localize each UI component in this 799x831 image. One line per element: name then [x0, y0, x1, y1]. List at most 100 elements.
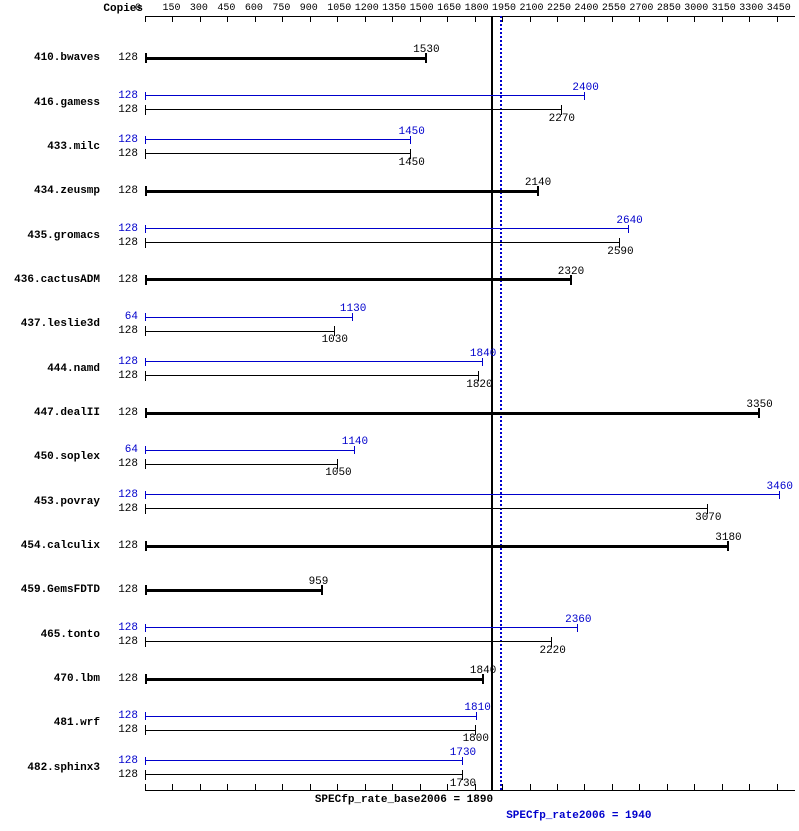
base-copies: 128: [118, 769, 138, 781]
base-value: 2140: [525, 177, 551, 189]
base-bar: [145, 774, 462, 775]
peak-value: 1730: [450, 747, 476, 759]
benchmark-name: 435.gromacs: [27, 230, 100, 242]
benchmark-name: 481.wrf: [54, 717, 100, 729]
x-tick-label: 2700: [629, 3, 653, 14]
base-copies: 128: [118, 185, 138, 197]
peak-bar: [145, 139, 410, 140]
peak-bar: [145, 317, 352, 318]
base-bar: [145, 464, 337, 465]
base-copies: 128: [118, 540, 138, 552]
peak-bar: [145, 450, 354, 451]
peak-value: 2360: [565, 614, 591, 626]
benchmark-name: 436.cactusADM: [14, 274, 100, 286]
x-tick-label: 3150: [712, 3, 736, 14]
peak-bar: [145, 494, 779, 495]
base-value: 1800: [463, 733, 489, 745]
peak-bar: [145, 361, 482, 362]
x-tick-label: 2100: [520, 3, 544, 14]
base-value: 2320: [558, 266, 584, 278]
base-copies: 128: [118, 407, 138, 419]
benchmark-name: 465.tonto: [41, 629, 100, 641]
base-value: 959: [309, 576, 329, 588]
x-tick-label: 900: [300, 3, 318, 14]
peak-value: 1140: [342, 436, 368, 448]
base-copies: 128: [118, 724, 138, 736]
peak-value: 2400: [572, 82, 598, 94]
x-tick-label: 750: [272, 3, 290, 14]
peak-bar: [145, 228, 628, 229]
benchmark-name: 410.bwaves: [34, 52, 100, 64]
base-bar: [145, 331, 334, 332]
peak-value: 1810: [464, 702, 490, 714]
base-bar: [145, 278, 570, 281]
x-tick-label: 150: [162, 3, 180, 14]
peak-copies: 64: [125, 311, 138, 323]
reference-label: SPECfp_rate_base2006 = 1890: [315, 794, 493, 806]
x-tick-label: 600: [245, 3, 263, 14]
x-tick-label: 300: [190, 3, 208, 14]
base-bar: [145, 508, 707, 509]
benchmark-name: 434.zeusmp: [34, 185, 100, 197]
peak-value: 2640: [616, 215, 642, 227]
peak-copies: 128: [118, 356, 138, 368]
base-value: 3180: [715, 532, 741, 544]
base-value: 3350: [746, 399, 772, 411]
base-bar: [145, 375, 478, 376]
peak-copies: 64: [125, 444, 138, 456]
benchmark-name: 470.lbm: [54, 673, 100, 685]
x-tick-label: 2250: [547, 3, 571, 14]
spec-chart: 0150300450600750900105012001350150016501…: [0, 0, 799, 831]
base-bar: [145, 190, 537, 193]
base-bar: [145, 589, 321, 592]
peak-copies: 128: [118, 622, 138, 634]
reference-label: SPECfp_rate2006 = 1940: [506, 810, 651, 822]
x-tick-label: 1200: [355, 3, 379, 14]
benchmark-name: 450.soplex: [34, 451, 100, 463]
x-tick-label: 1950: [492, 3, 516, 14]
base-value: 1730: [450, 778, 476, 790]
benchmark-name: 416.gamess: [34, 97, 100, 109]
base-copies: 128: [118, 274, 138, 286]
base-bar: [145, 109, 561, 110]
benchmark-name: 482.sphinx3: [27, 762, 100, 774]
base-copies: 128: [118, 52, 138, 64]
peak-bar: [145, 716, 476, 717]
x-tick-label: 3000: [684, 3, 708, 14]
x-tick-label: 3300: [739, 3, 763, 14]
peak-value: 1130: [340, 303, 366, 315]
peak-value: 1450: [398, 126, 424, 138]
base-bar: [145, 730, 475, 731]
base-value: 1450: [398, 157, 424, 169]
benchmark-name: 459.GemsFDTD: [21, 584, 100, 596]
base-copies: 128: [118, 503, 138, 515]
base-copies: 128: [118, 148, 138, 160]
base-value: 3070: [695, 512, 721, 524]
base-bar: [145, 545, 727, 548]
base-bar: [145, 641, 551, 642]
base-bar: [145, 678, 482, 681]
base-value: 1840: [470, 665, 496, 677]
x-tick-label: 2400: [574, 3, 598, 14]
base-value: 1050: [325, 467, 351, 479]
x-tick-label: 1350: [382, 3, 406, 14]
base-value: 1530: [413, 44, 439, 56]
peak-value: 3460: [767, 481, 793, 493]
base-value: 2590: [607, 246, 633, 258]
base-copies: 128: [118, 636, 138, 648]
base-value: 2220: [539, 645, 565, 657]
x-tick-label: 1500: [410, 3, 434, 14]
peak-value: 1840: [470, 348, 496, 360]
base-bar: [145, 57, 425, 60]
base-bar: [145, 153, 410, 154]
base-value: 1820: [466, 379, 492, 391]
peak-copies: 128: [118, 223, 138, 235]
base-copies: 128: [118, 325, 138, 337]
copies-header: Copies: [103, 3, 143, 15]
peak-copies: 128: [118, 710, 138, 722]
benchmark-name: 433.milc: [47, 141, 100, 153]
benchmark-name: 447.dealII: [34, 407, 100, 419]
x-tick-label: 2850: [657, 3, 681, 14]
base-value: 1030: [322, 334, 348, 346]
base-copies: 128: [118, 370, 138, 382]
